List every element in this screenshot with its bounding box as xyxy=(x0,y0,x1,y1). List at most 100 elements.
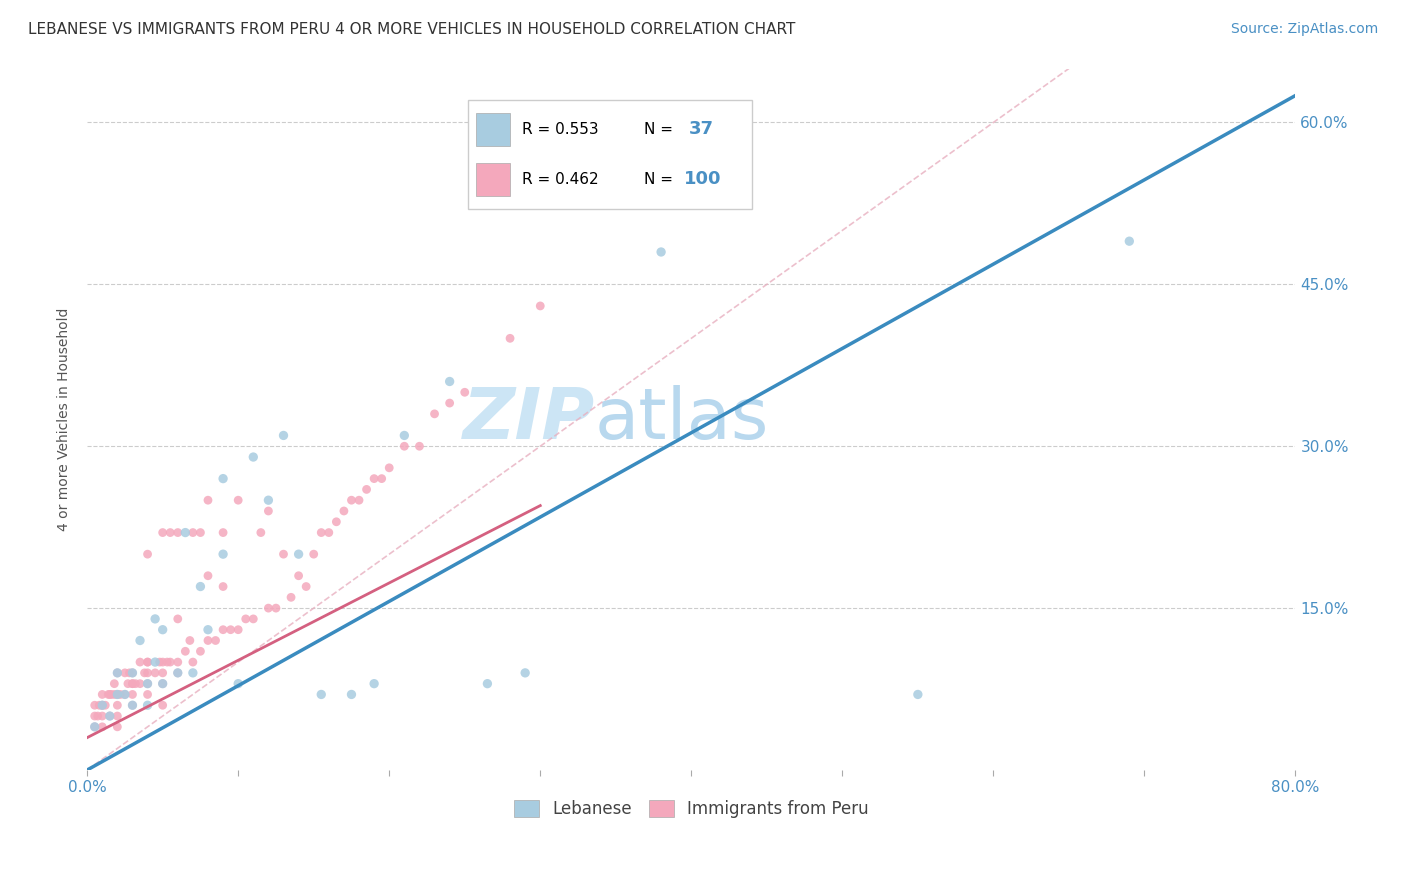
Point xyxy=(515,665,537,680)
Point xyxy=(423,407,446,421)
Point xyxy=(257,504,280,518)
Point xyxy=(242,450,264,464)
Point xyxy=(97,688,120,702)
Point xyxy=(83,720,105,734)
Point xyxy=(212,525,235,540)
Point xyxy=(143,612,166,626)
Point xyxy=(136,688,159,702)
Point xyxy=(105,688,128,702)
Point xyxy=(152,676,174,690)
Point xyxy=(143,655,166,669)
Point xyxy=(197,493,219,508)
Point xyxy=(190,525,212,540)
Point xyxy=(454,385,477,400)
Point xyxy=(257,601,280,615)
Point xyxy=(439,396,461,410)
Point xyxy=(356,483,378,497)
Point xyxy=(136,676,159,690)
Point xyxy=(91,698,114,713)
Point xyxy=(121,698,143,713)
Point xyxy=(190,580,212,594)
Point xyxy=(89,698,111,713)
Point xyxy=(181,665,204,680)
Point xyxy=(212,472,235,486)
Point xyxy=(110,688,132,702)
Point xyxy=(166,612,188,626)
Point xyxy=(105,665,128,680)
Point xyxy=(197,568,219,582)
Point xyxy=(121,698,143,713)
Point xyxy=(347,493,370,508)
Point xyxy=(134,665,156,680)
Point xyxy=(83,709,105,723)
Point xyxy=(309,525,332,540)
Point xyxy=(136,698,159,713)
Point xyxy=(129,633,152,648)
Point xyxy=(477,676,499,690)
Point xyxy=(136,655,159,669)
Point xyxy=(439,375,461,389)
Point xyxy=(87,709,110,723)
Point xyxy=(83,698,105,713)
Point xyxy=(302,547,325,561)
Point xyxy=(309,688,332,702)
Point xyxy=(394,428,416,442)
Point xyxy=(103,688,125,702)
Point xyxy=(105,688,128,702)
Point xyxy=(98,709,121,723)
Point xyxy=(166,525,188,540)
Point xyxy=(156,655,179,669)
Point xyxy=(100,688,122,702)
Point xyxy=(333,504,356,518)
Point xyxy=(118,665,141,680)
Point xyxy=(124,676,146,690)
Point xyxy=(136,655,159,669)
Point xyxy=(103,676,125,690)
Point xyxy=(650,244,672,259)
Point xyxy=(190,644,212,658)
Point xyxy=(226,676,249,690)
Point xyxy=(325,515,347,529)
Y-axis label: 4 or more Vehicles in Household: 4 or more Vehicles in Household xyxy=(58,308,72,531)
Point xyxy=(174,644,197,658)
Point xyxy=(149,655,172,669)
Point xyxy=(166,655,188,669)
Point xyxy=(121,688,143,702)
Point xyxy=(212,547,235,561)
Point xyxy=(273,547,295,561)
Point xyxy=(197,623,219,637)
Text: Source: ZipAtlas.com: Source: ZipAtlas.com xyxy=(1230,22,1378,37)
Point xyxy=(378,460,401,475)
Point xyxy=(529,299,551,313)
Point xyxy=(117,676,139,690)
Point xyxy=(159,525,181,540)
Point xyxy=(273,428,295,442)
Point xyxy=(152,665,174,680)
Point xyxy=(136,665,159,680)
Point xyxy=(287,547,309,561)
Point xyxy=(114,688,136,702)
Point xyxy=(129,676,152,690)
Point xyxy=(143,665,166,680)
Point xyxy=(174,525,197,540)
Point xyxy=(394,439,416,453)
Point xyxy=(197,633,219,648)
Point xyxy=(121,665,143,680)
Point xyxy=(907,688,929,702)
Point xyxy=(114,665,136,680)
Point xyxy=(152,698,174,713)
Point xyxy=(121,665,143,680)
Point xyxy=(152,676,174,690)
Legend: Lebanese, Immigrants from Peru: Lebanese, Immigrants from Peru xyxy=(508,793,876,825)
Point xyxy=(105,720,128,734)
Point xyxy=(159,655,181,669)
Point xyxy=(235,612,257,626)
Point xyxy=(152,655,174,669)
Point xyxy=(181,525,204,540)
Point xyxy=(340,493,363,508)
Point xyxy=(226,493,249,508)
Point xyxy=(363,676,385,690)
Point xyxy=(94,698,117,713)
Point xyxy=(105,698,128,713)
Point xyxy=(121,676,143,690)
